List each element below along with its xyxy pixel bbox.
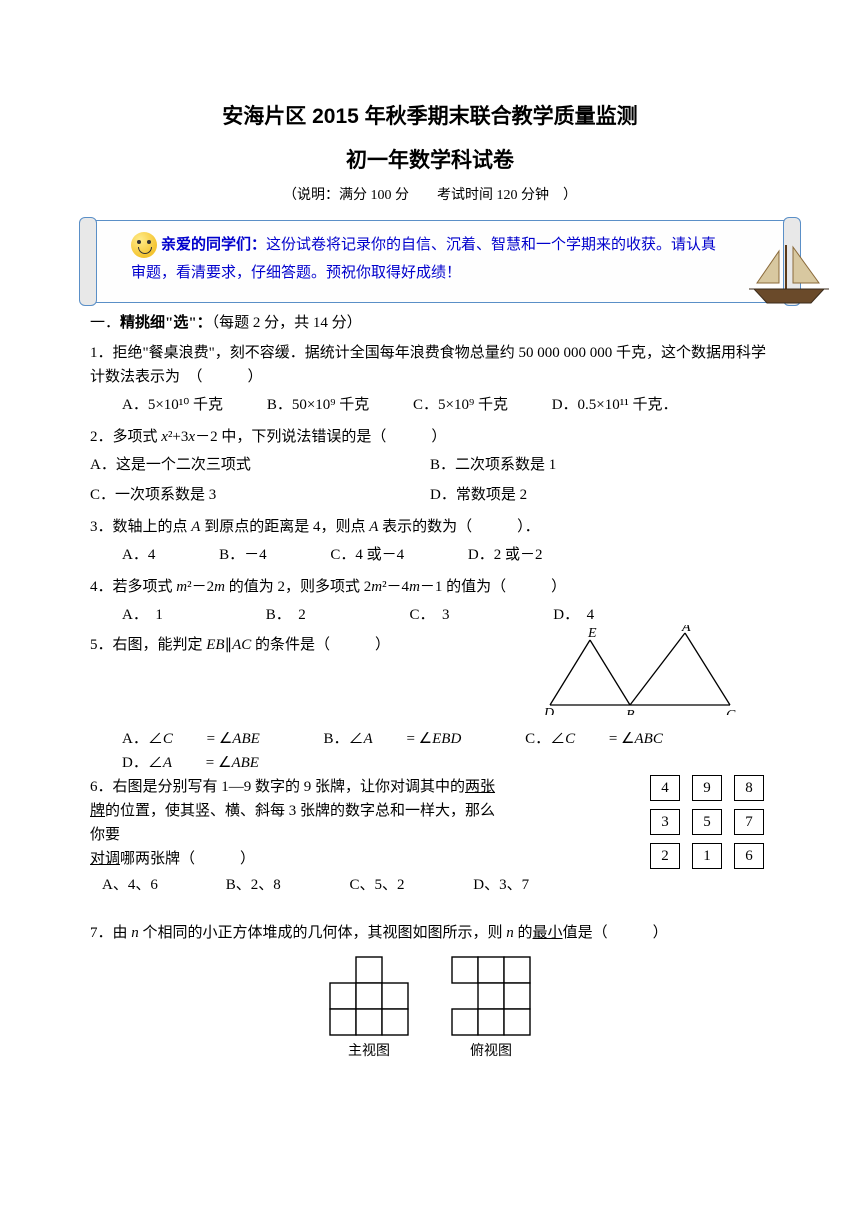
ship-icon <box>749 241 829 311</box>
q1-optD: D．0.5×10¹¹ 千克． <box>552 393 678 417</box>
section-1-heading: 一．精挑细"选"：（每题 2 分，共 14 分） <box>90 311 770 335</box>
q2-stem: 2．多项式 x²+3x－2 中，下列说法错误的是（ ） <box>90 425 770 449</box>
banner-lead: 亲爱的同学们： <box>161 237 266 253</box>
section-bold: 精挑细"选"： <box>120 315 212 331</box>
q6-s2: 的位置，使其竖、横、斜每 3 张牌的数字总和一样大，那么你要 <box>90 803 495 843</box>
q3-optA: A．4 <box>122 543 155 567</box>
q7-views: 主视图 俯视图 <box>90 955 770 1063</box>
page-title-1: 安海片区 2015 年秋季期末联合教学质量监测 <box>90 100 770 134</box>
card-1-1: 5 <box>692 809 722 835</box>
q6-block: 6．右图是分别写有 1—9 数字的 9 张牌，让你对调其中的两张牌的位置，使其竖… <box>90 775 770 897</box>
page-title-2: 初一年数学科试卷 <box>90 144 770 178</box>
greeting-banner: 亲爱的同学们：这份试卷将记录你的自信、沉着、智慧和一个学期来的收获。请认真审题，… <box>90 220 790 303</box>
page-subtitle: （说明：满分 100 分 考试时间 120 分钟 ） <box>90 185 770 207</box>
q5-options: A．∠C = ∠ABE B．∠A = ∠EBD C．∠C = ∠ABC D．∠A… <box>90 727 770 775</box>
q2-options: A．这是一个二次三项式 B．二次项系数是 1 C．一次项系数是 3 D．常数项是… <box>90 453 770 507</box>
front-view: 主视图 <box>328 955 410 1063</box>
q4-stem: 4．若多项式 m²－2m 的值为 2，则多项式 2m²－4m－1 的值为（ ） <box>90 575 770 599</box>
q6-s3u: 对调 <box>90 851 120 867</box>
lbl-C: C <box>726 708 736 715</box>
q5-figure: E A D B C <box>540 625 740 715</box>
q5-optC: C．∠C = ∠ABC <box>525 727 693 751</box>
q3-options: A．4 B．－4 C．4 或－4 D．2 或－2 <box>90 543 770 567</box>
q6-s1: 6．右图是分别写有 1—9 数字的 9 张牌，让你对调其中的 <box>90 779 465 795</box>
lbl-A: A <box>681 625 691 635</box>
q6-cards: 4 9 8 3 5 7 2 1 6 <box>650 775 764 877</box>
q6-optC: C、5、2 <box>350 873 470 897</box>
card-1-2: 7 <box>734 809 764 835</box>
q4-options: A． 1 B． 2 C． 3 D． 4 <box>90 603 770 627</box>
q3-optC: C．4 或－4 <box>330 543 404 567</box>
q1-optA: A．5×10¹⁰ 千克 <box>122 393 223 417</box>
q2-optC: C．一次项系数是 3 <box>90 483 430 507</box>
q5-optA: A．∠C = ∠ABE <box>122 727 290 751</box>
lbl-E: E <box>587 626 597 641</box>
top-label: 俯视图 <box>450 1041 532 1063</box>
q3-optD: D．2 或－2 <box>468 543 543 567</box>
section-tail: （每题 2 分，共 14 分） <box>212 315 362 331</box>
q1-stem: 1．拒绝"餐桌浪费"，刻不容缓．据统计全国每年浪费食物总量约 50 000 00… <box>90 341 770 389</box>
card-2-1: 1 <box>692 843 722 869</box>
q6-optB: B、2、8 <box>226 873 346 897</box>
q6-optA: A、4、6 <box>102 873 222 897</box>
q2-optD: D．常数项是 2 <box>430 483 770 507</box>
q4-optD: D． 4 <box>553 603 693 627</box>
q4-optB: B． 2 <box>266 603 406 627</box>
q5-optD: D．∠A = ∠ABE <box>122 751 289 775</box>
q6-optD: D、3、7 <box>473 873 593 897</box>
banner-text: 亲爱的同学们：这份试卷将记录你的自信、沉着、智慧和一个学期来的收获。请认真审题，… <box>131 231 719 288</box>
q7-under: 最小 <box>533 925 563 941</box>
q1-optC: C．5×10⁹ 千克 <box>413 393 508 417</box>
card-2-2: 6 <box>734 843 764 869</box>
smiley-icon <box>131 232 157 258</box>
section-prefix: 一． <box>90 315 120 331</box>
q6-s3: 哪两张牌（ ） <box>120 851 255 867</box>
card-0-1: 9 <box>692 775 722 801</box>
q5-block: 5．右图，能判定 EB∥AC 的条件是（ ） E A D B C A．∠C = … <box>90 633 770 775</box>
q4-optA: A． 1 <box>122 603 262 627</box>
card-0-2: 8 <box>734 775 764 801</box>
front-label: 主视图 <box>328 1041 410 1063</box>
card-2-0: 2 <box>650 843 680 869</box>
q3-optB: B．－4 <box>219 543 267 567</box>
q1-options: A．5×10¹⁰ 千克 B．50×10⁹ 千克 C．5×10⁹ 千克 D．0.5… <box>90 393 770 417</box>
q1-optB: B．50×10⁹ 千克 <box>267 393 369 417</box>
q5-optB: B．∠A = ∠EBD <box>324 727 492 751</box>
card-1-0: 3 <box>650 809 680 835</box>
q2-optA: A．这是一个二次三项式 <box>90 453 430 477</box>
q3-stem: 3．数轴上的点 A 到原点的距离是 4，则点 A 表示的数为（ ）． <box>90 515 770 539</box>
lbl-B: B <box>626 708 635 715</box>
q2-optB: B．二次项系数是 1 <box>430 453 770 477</box>
scroll-left-decor <box>79 217 97 306</box>
top-view: 俯视图 <box>450 955 532 1063</box>
q7-stem: 7．由 n 个相同的小正方体堆成的几何体，其视图如图所示，则 n 的最小值是（ … <box>90 921 770 945</box>
card-0-0: 4 <box>650 775 680 801</box>
lbl-D: D <box>543 706 554 715</box>
q6-stem: 6．右图是分别写有 1—9 数字的 9 张牌，让你对调其中的两张牌的位置，使其竖… <box>90 775 510 871</box>
q4-optC: C． 3 <box>410 603 550 627</box>
